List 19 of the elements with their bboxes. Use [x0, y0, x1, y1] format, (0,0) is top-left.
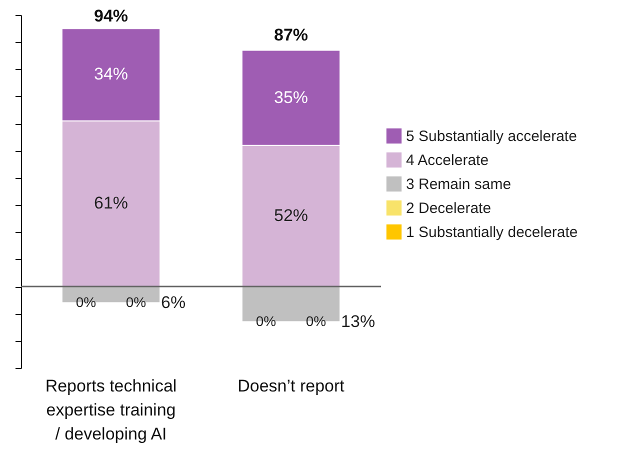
annotation: 0% [256, 312, 276, 329]
legend-label: 3 Remain same [406, 176, 512, 193]
data-label: 35% [274, 88, 308, 107]
annotation: 13% [341, 312, 376, 331]
annotation: 0% [76, 294, 96, 310]
annotation: 6% [161, 292, 186, 312]
legend-label: 5 Substantially accelerate [406, 128, 577, 145]
data-label: 52% [274, 206, 308, 225]
annotation: 0% [126, 294, 146, 310]
x-tick-label: Doesn’t report [238, 376, 345, 396]
legend-label: 1 Substantially decelerate [406, 224, 578, 241]
annotation: 0% [306, 312, 326, 329]
x-tick-label: Reports technical expertise training / developing AI [45, 376, 177, 444]
annotation: 94% [94, 6, 128, 26]
legend-label: 2 Decelerate [406, 200, 492, 217]
annotation: 87% [274, 25, 308, 44]
legend-label: 4 Accelerate [406, 152, 489, 169]
data-label: 34% [94, 64, 128, 84]
data-label: 61% [94, 194, 128, 213]
